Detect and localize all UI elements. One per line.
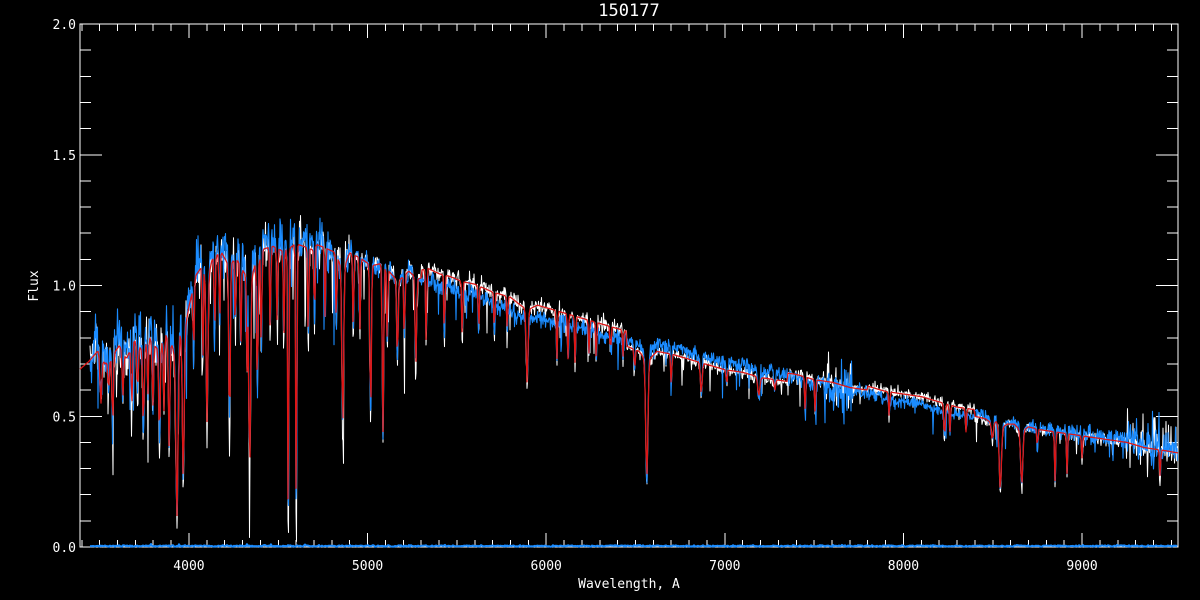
y-tick-label: 0.0	[53, 541, 76, 556]
series-traces	[79, 215, 1179, 548]
template-fit-path	[79, 244, 1179, 517]
chart-title: 150177	[598, 1, 659, 21]
x-tick-label: 7000	[709, 559, 740, 574]
y-tick-label: 0.5	[53, 410, 76, 425]
y-axis-label: Flux	[27, 270, 42, 301]
y-tick-label: 1.5	[53, 149, 76, 164]
y-tick-label: 1.0	[53, 280, 76, 295]
x-axis-label: Wavelength, A	[578, 577, 680, 592]
x-tick-label: 4000	[173, 559, 204, 574]
axis-ticks	[80, 23, 1178, 548]
tick-labels: 4000 5000 6000 7000 8000 9000 0.0 0.5 1.0 1.5 2.0	[53, 18, 1098, 574]
error-spectrum-path	[89, 543, 1178, 548]
tick-marks	[80, 23, 1178, 548]
x-tick-label: 8000	[888, 559, 919, 574]
x-tick-label: 6000	[531, 559, 562, 574]
x-tick-label: 9000	[1066, 559, 1097, 574]
x-tick-label: 5000	[352, 559, 383, 574]
y-tick-label: 2.0	[53, 18, 76, 33]
